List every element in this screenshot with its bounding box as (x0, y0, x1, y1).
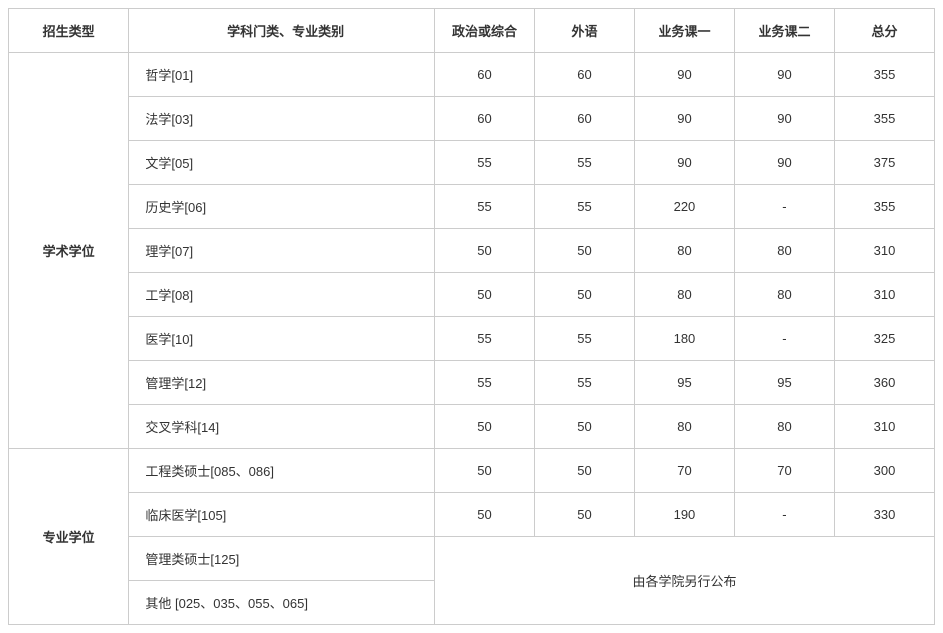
cell-politics: 60 (434, 97, 534, 141)
cell-politics: 55 (434, 185, 534, 229)
cell-subject: 法学[03] (129, 97, 435, 141)
cell-course1: 80 (634, 405, 734, 449)
header-course2: 业务课二 (734, 9, 834, 53)
cell-course1: 90 (634, 141, 734, 185)
table-row: 临床医学[105] 50 50 190 - 330 (9, 493, 935, 537)
table-row: 管理学[12] 55 55 95 95 360 (9, 361, 935, 405)
cell-politics: 55 (434, 317, 534, 361)
cell-foreign: 50 (534, 229, 634, 273)
cell-total: 325 (834, 317, 934, 361)
group-professional-label: 专业学位 (9, 449, 129, 625)
table-row: 文学[05] 55 55 90 90 375 (9, 141, 935, 185)
cell-course1: 90 (634, 53, 734, 97)
cell-subject: 临床医学[105] (129, 493, 435, 537)
cell-course2: 90 (734, 97, 834, 141)
cell-foreign: 55 (534, 141, 634, 185)
cell-politics: 50 (434, 493, 534, 537)
cell-subject: 医学[10] (129, 317, 435, 361)
admission-score-table: 招生类型 学科门类、专业类别 政治或综合 外语 业务课一 业务课二 总分 学术学… (8, 8, 935, 625)
table-row: 工学[08] 50 50 80 80 310 (9, 273, 935, 317)
cell-politics: 50 (434, 405, 534, 449)
table-row: 法学[03] 60 60 90 90 355 (9, 97, 935, 141)
cell-foreign: 60 (534, 97, 634, 141)
cell-course1: 180 (634, 317, 734, 361)
cell-politics: 55 (434, 141, 534, 185)
cell-course2: 70 (734, 449, 834, 493)
cell-politics: 60 (434, 53, 534, 97)
cell-total: 355 (834, 53, 934, 97)
table-row: 理学[07] 50 50 80 80 310 (9, 229, 935, 273)
cell-course2: 95 (734, 361, 834, 405)
table-row: 学术学位 哲学[01] 60 60 90 90 355 (9, 53, 935, 97)
cell-course1: 70 (634, 449, 734, 493)
cell-foreign: 55 (534, 185, 634, 229)
merged-note: 由各学院另行公布 (434, 537, 934, 625)
cell-subject: 工程类硕士[085、086] (129, 449, 435, 493)
cell-course2: - (734, 493, 834, 537)
table-row: 专业学位 工程类硕士[085、086] 50 50 70 70 300 (9, 449, 935, 493)
cell-course1: 95 (634, 361, 734, 405)
cell-politics: 55 (434, 361, 534, 405)
header-politics: 政治或综合 (434, 9, 534, 53)
cell-course2: 80 (734, 405, 834, 449)
cell-course2: - (734, 317, 834, 361)
cell-subject: 理学[07] (129, 229, 435, 273)
cell-total: 330 (834, 493, 934, 537)
header-type: 招生类型 (9, 9, 129, 53)
cell-subject: 历史学[06] (129, 185, 435, 229)
cell-total: 355 (834, 185, 934, 229)
cell-politics: 50 (434, 273, 534, 317)
cell-subject: 哲学[01] (129, 53, 435, 97)
cell-course2: 80 (734, 273, 834, 317)
cell-total: 310 (834, 229, 934, 273)
table-row: 历史学[06] 55 55 220 - 355 (9, 185, 935, 229)
table-row: 医学[10] 55 55 180 - 325 (9, 317, 935, 361)
header-row: 招生类型 学科门类、专业类别 政治或综合 外语 业务课一 业务课二 总分 (9, 9, 935, 53)
cell-total: 310 (834, 405, 934, 449)
cell-foreign: 60 (534, 53, 634, 97)
cell-course2: - (734, 185, 834, 229)
table-row: 交叉学科[14] 50 50 80 80 310 (9, 405, 935, 449)
cell-subject: 文学[05] (129, 141, 435, 185)
header-course1: 业务课一 (634, 9, 734, 53)
cell-subject: 交叉学科[14] (129, 405, 435, 449)
cell-course2: 90 (734, 141, 834, 185)
cell-foreign: 50 (534, 493, 634, 537)
group-academic-label: 学术学位 (9, 53, 129, 449)
cell-subject: 管理类硕士[125] (129, 537, 435, 581)
cell-foreign: 50 (534, 405, 634, 449)
cell-course1: 190 (634, 493, 734, 537)
cell-course1: 220 (634, 185, 734, 229)
cell-foreign: 50 (534, 273, 634, 317)
cell-course2: 80 (734, 229, 834, 273)
table-row: 管理类硕士[125] 由各学院另行公布 (9, 537, 935, 581)
header-foreign: 外语 (534, 9, 634, 53)
header-total: 总分 (834, 9, 934, 53)
cell-course1: 80 (634, 273, 734, 317)
table-body: 学术学位 哲学[01] 60 60 90 90 355 法学[03] 60 60… (9, 53, 935, 625)
cell-politics: 50 (434, 449, 534, 493)
cell-subject: 其他 [025、035、055、065] (129, 581, 435, 625)
cell-total: 355 (834, 97, 934, 141)
cell-subject: 管理学[12] (129, 361, 435, 405)
cell-course1: 80 (634, 229, 734, 273)
cell-foreign: 55 (534, 361, 634, 405)
cell-politics: 50 (434, 229, 534, 273)
cell-total: 300 (834, 449, 934, 493)
cell-foreign: 55 (534, 317, 634, 361)
cell-course2: 90 (734, 53, 834, 97)
cell-total: 360 (834, 361, 934, 405)
header-subject: 学科门类、专业类别 (129, 9, 435, 53)
cell-total: 310 (834, 273, 934, 317)
cell-total: 375 (834, 141, 934, 185)
cell-subject: 工学[08] (129, 273, 435, 317)
cell-course1: 90 (634, 97, 734, 141)
cell-foreign: 50 (534, 449, 634, 493)
